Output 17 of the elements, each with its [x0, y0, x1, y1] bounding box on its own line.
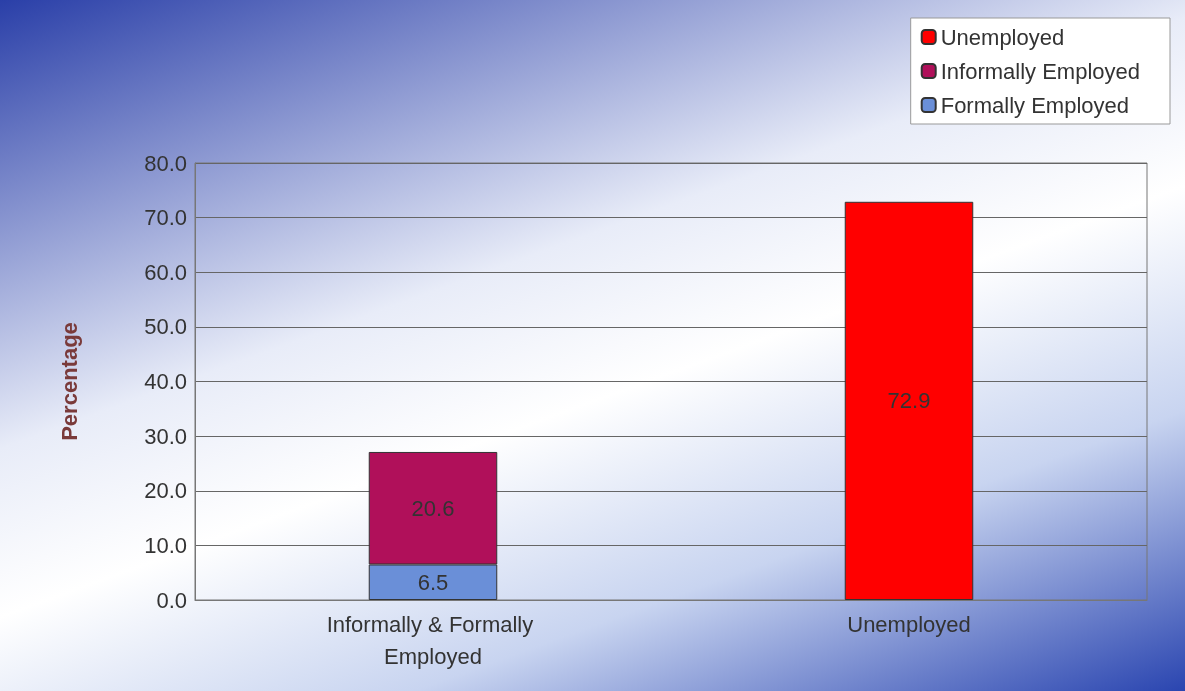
y-tick-label: 40.0 [144, 369, 187, 394]
data-label: 6.5 [417, 569, 449, 595]
legend-label: Formally Employed [940, 92, 1129, 118]
y-tick-label: 10.0 [144, 532, 187, 558]
legend-label: Informally Employed [940, 58, 1141, 84]
y-tick-label: 60.0 [144, 259, 187, 285]
legend-label: Unemployed [940, 24, 1065, 50]
y-tick-label: 70.0 [144, 205, 187, 231]
y-axis-title: Percentage [56, 322, 82, 441]
y-tick-label: 80.0 [144, 150, 187, 176]
data-label: 72.9 [887, 388, 931, 414]
y-tick-label: 50.0 [144, 314, 187, 340]
x-tick-label: Informally & Formally Employed [326, 611, 540, 669]
y-tick-label: 0.0 [156, 587, 187, 613]
y-tick-label: 30.0 [144, 423, 187, 449]
data-label: 20.6 [411, 495, 455, 521]
y-tick-label: 20.0 [144, 478, 187, 504]
